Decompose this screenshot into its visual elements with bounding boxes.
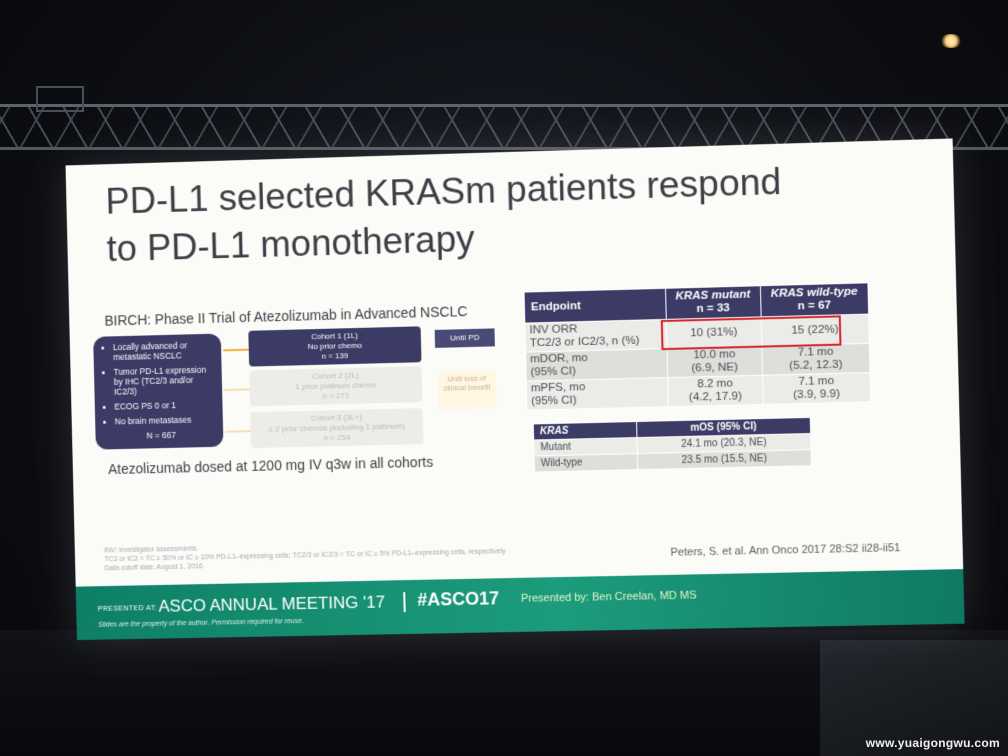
meeting-name: ASCO ANNUAL MEETING '17 [158,593,385,617]
presenter: Presented by: Ben Creelan, MD MS [521,589,697,604]
footnotes: INV: investigator assessments. TC3 or IC… [104,538,506,573]
cohort-2-box: Cohort 2 (2L) 1 prior platinum chemo n =… [249,366,422,406]
presented-at-label: PRESENTED AT: [98,605,157,613]
mutant-cell: 10.0 mo (6.9, NE) [667,346,762,378]
kras-wildtype-header: KRAS wild-type n = 67 [760,283,869,317]
label-line: mPFS, mo [531,381,586,394]
header-n: n = 33 [696,302,730,315]
arrow-cohort-3 [225,430,251,433]
criterion-item: Locally advanced or metastatic NSCLC [113,340,216,362]
projection-screen: PD-L1 selected KRASm patients respond to… [66,138,965,640]
wildtype-cell: 7.1 mo (3.9, 9.9) [762,373,871,405]
label-line: INV ORR [529,323,577,336]
cohort-1-box: Cohort 1 (1L) No prior chemo n = 139 [248,326,421,366]
site-watermark: www.yuaigongwu.com [866,736,1000,750]
value-line: 8.2 mo [697,378,733,391]
eligibility-n: N = 667 [105,429,217,442]
orr-highlight-box [661,315,842,350]
reuse-note: Slides are the property of the author. P… [98,618,304,629]
label-line: (95% CI) [530,365,576,378]
label-line: (95% CI) [531,394,577,407]
until-pd-box: Until PD [435,328,495,348]
criterion-item: Tumor PD-L1 expression by IHC (TC2/3 and… [113,364,216,396]
header-text: KRAS mutant [675,289,750,303]
banner-divider [403,592,405,612]
dose-note: Atezolizumab dosed at 1200 mg IV q3w in … [108,454,433,477]
cohort-3-box: Cohort 3 (3L+) ≥ 2 prior chemos (includi… [250,408,423,448]
survival-table: KRAS mOS (95% CI) Mutant 24.1 mo (20.3, … [533,417,812,473]
arrow-cohort-2 [224,388,250,391]
value-line: 10.0 mo [693,348,735,361]
value-line: 7.1 mo [798,375,834,388]
row-label: Wild-type [534,454,638,472]
label-line: mDOR, mo [530,352,588,365]
hashtag: #ASCO17 [417,588,499,611]
value-line: (4.2, 17.9) [689,390,742,403]
eligibility-box: Locally advanced or metastatic NSCLC Tum… [93,334,223,450]
slide-title: PD-L1 selected KRASm patients respond to… [105,154,906,273]
label-line: TC2/3 or IC2/3, n (%) [530,335,640,350]
endpoint-header: Endpoint [524,288,666,323]
criterion-item: No brain metastases [115,414,217,426]
value-line: (5.2, 12.3) [789,359,842,372]
arrow-cohort-1 [223,349,249,352]
value-line: (6.9, NE) [691,361,738,374]
row-label: mPFS, mo (95% CI) [526,378,668,411]
wildtype-cell: 7.1 mo (5.2, 12.3) [761,343,870,375]
kras-mutant-header: KRAS mutant n = 33 [666,286,761,320]
stage-light [940,34,962,48]
header-n: n = 67 [798,299,832,312]
row-label: mDOR, mo (95% CI) [526,348,668,381]
speaker-box [36,86,84,112]
criterion-item: ECOG PS 0 or 1 [114,399,216,411]
until-loss-box: Until loss of clinical benefit [438,370,497,409]
row-label: INV ORR TC2/3 or IC2/3, n (%) [525,319,667,352]
birch-title: BIRCH: Phase II Trial of Atezolizumab in… [104,303,467,329]
mos-cell: 23.5 mo (15.5, NE) [637,450,811,470]
mutant-cell: 8.2 mo (4.2, 17.9) [668,375,763,406]
header-text: KRAS wild-type [771,286,858,300]
citation: Peters, S. et al. Ann Onco 2017 28:S2 ii… [670,542,900,559]
value-line: (3.9, 9.9) [793,388,840,401]
value-line: 7.1 mo [798,346,834,359]
